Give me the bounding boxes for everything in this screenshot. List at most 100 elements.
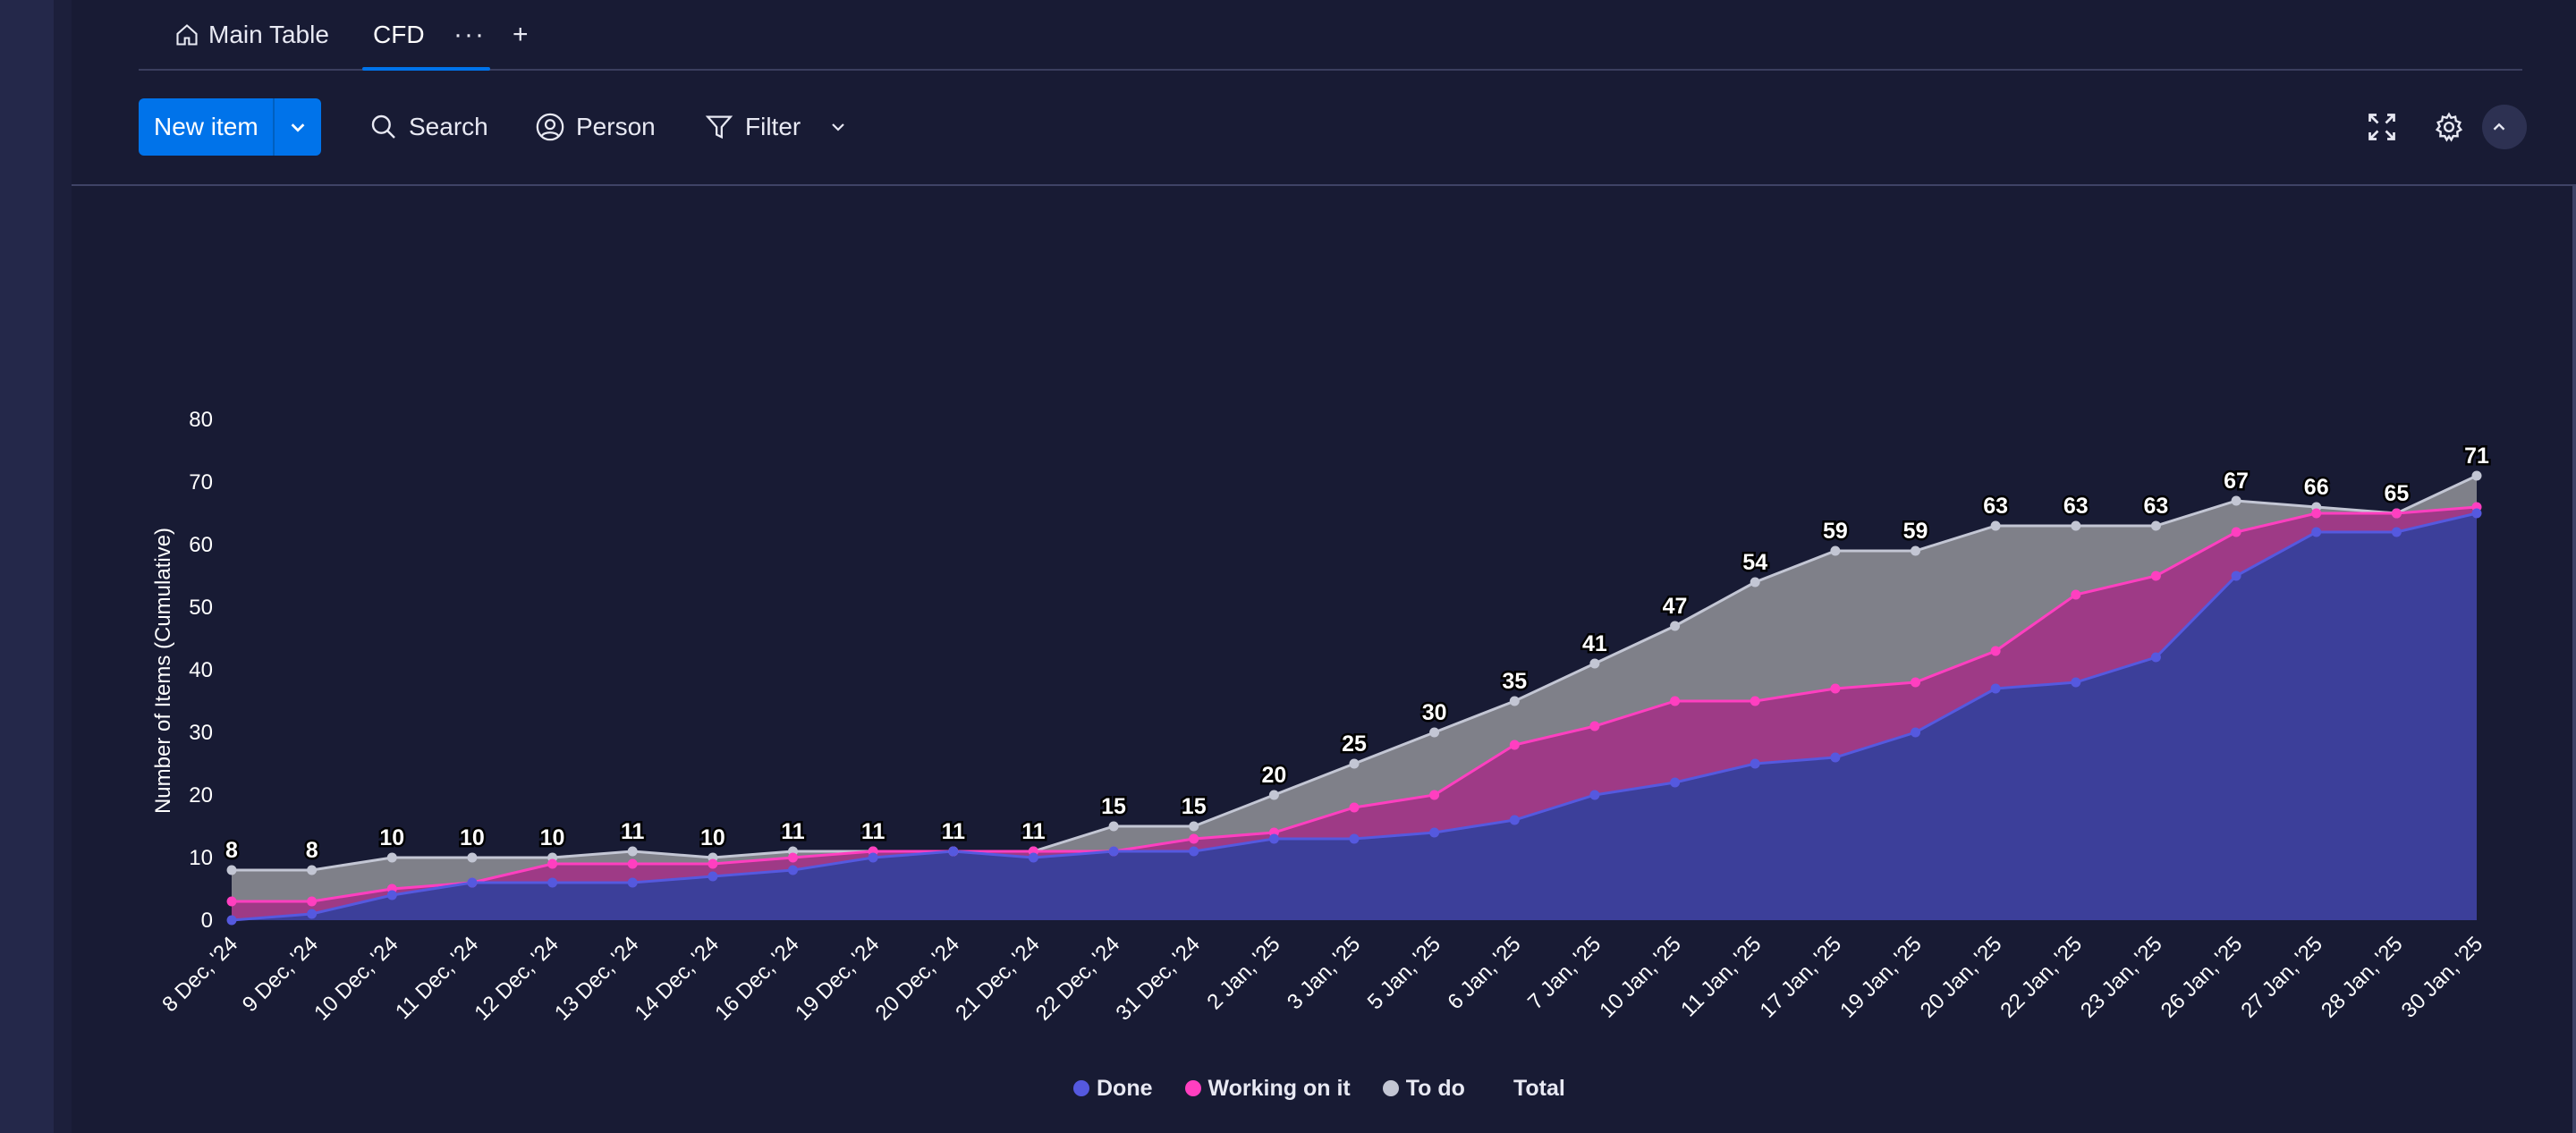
filter-dropdown-button[interactable] xyxy=(827,98,860,156)
y-axis-label: Number of Items (Cumulative) xyxy=(151,528,175,814)
point-working[interactable] xyxy=(1830,683,1841,694)
x-tick-label: 2 Jan, '25 xyxy=(1202,932,1284,1014)
point-todo[interactable] xyxy=(627,846,638,857)
filter-button[interactable]: Filter xyxy=(704,98,801,156)
point-working[interactable] xyxy=(788,852,798,863)
new-item-button[interactable]: New item xyxy=(154,113,258,140)
point-done[interactable] xyxy=(1268,833,1279,844)
legend-item-done[interactable]: Done xyxy=(1073,1076,1153,1102)
point-done[interactable] xyxy=(2231,571,2241,581)
point-working[interactable] xyxy=(2391,508,2402,519)
point-done[interactable] xyxy=(1589,790,1600,800)
point-done[interactable] xyxy=(1750,758,1760,769)
active-tab-indicator xyxy=(362,67,490,71)
point-todo[interactable] xyxy=(2150,520,2161,531)
point-done[interactable] xyxy=(2071,677,2081,688)
y-tick-label: 40 xyxy=(189,658,213,682)
point-working[interactable] xyxy=(307,896,318,907)
point-done[interactable] xyxy=(1028,852,1038,863)
point-done[interactable] xyxy=(2311,527,2322,537)
point-todo[interactable] xyxy=(2471,470,2482,481)
point-todo[interactable] xyxy=(1830,545,1841,556)
new-item-dropdown-button[interactable] xyxy=(272,98,321,156)
point-working[interactable] xyxy=(2231,527,2241,537)
point-done[interactable] xyxy=(1990,683,2001,694)
legend-item-todo[interactable]: To do xyxy=(1382,1076,1465,1102)
point-working[interactable] xyxy=(1429,790,1440,800)
point-done[interactable] xyxy=(386,890,397,900)
point-done[interactable] xyxy=(2471,508,2482,519)
point-todo[interactable] xyxy=(1189,821,1199,832)
point-done[interactable] xyxy=(467,877,478,888)
point-done[interactable] xyxy=(1509,815,1520,825)
point-done[interactable] xyxy=(1429,827,1440,838)
point-working[interactable] xyxy=(1509,740,1520,750)
expand-icon xyxy=(2368,114,2395,140)
search-button[interactable]: Search xyxy=(369,98,488,156)
search-label: Search xyxy=(409,113,488,140)
point-working[interactable] xyxy=(2071,589,2081,600)
point-todo[interactable] xyxy=(1509,696,1520,706)
point-todo[interactable] xyxy=(1670,621,1681,631)
point-todo[interactable] xyxy=(1750,577,1760,588)
point-todo[interactable] xyxy=(1268,790,1279,800)
tab-cfd[interactable]: CFD xyxy=(362,0,490,71)
point-done[interactable] xyxy=(226,915,237,926)
point-todo[interactable] xyxy=(226,865,237,875)
point-working[interactable] xyxy=(1990,646,2001,656)
point-done[interactable] xyxy=(1349,833,1360,844)
point-done[interactable] xyxy=(307,909,318,919)
collapse-header-button[interactable] xyxy=(2482,105,2527,149)
point-done[interactable] xyxy=(1830,752,1841,763)
point-done[interactable] xyxy=(2150,652,2161,663)
point-working[interactable] xyxy=(708,858,718,869)
point-todo[interactable] xyxy=(1429,727,1440,738)
settings-button[interactable] xyxy=(2433,98,2476,156)
tab-main-table[interactable]: Main Table xyxy=(174,0,329,69)
point-done[interactable] xyxy=(1911,727,1920,738)
point-working[interactable] xyxy=(226,896,237,907)
point-todo[interactable] xyxy=(1911,545,1920,556)
point-todo[interactable] xyxy=(307,865,318,875)
point-working[interactable] xyxy=(1189,833,1199,844)
total-data-label: 71 xyxy=(2464,444,2489,469)
person-icon xyxy=(536,113,564,141)
point-working[interactable] xyxy=(1750,696,1760,706)
point-working[interactable] xyxy=(1349,802,1360,813)
point-done[interactable] xyxy=(2391,527,2402,537)
point-done[interactable] xyxy=(788,865,798,875)
total-data-label: 63 xyxy=(2063,494,2089,519)
point-done[interactable] xyxy=(868,852,878,863)
point-done[interactable] xyxy=(547,877,558,888)
point-working[interactable] xyxy=(627,858,638,869)
point-done[interactable] xyxy=(1108,846,1119,857)
point-todo[interactable] xyxy=(2071,520,2081,531)
legend-item-working[interactable]: Working on it xyxy=(1184,1075,1351,1102)
point-done[interactable] xyxy=(948,846,959,857)
tab-more-icon[interactable]: ··· xyxy=(453,19,486,49)
point-done[interactable] xyxy=(708,871,718,882)
point-todo[interactable] xyxy=(386,852,397,863)
point-done[interactable] xyxy=(1670,777,1681,788)
point-todo[interactable] xyxy=(1349,758,1360,769)
add-view-button[interactable]: + xyxy=(513,19,529,49)
legend-label-working: Working on it xyxy=(1208,1075,1351,1101)
point-todo[interactable] xyxy=(467,852,478,863)
point-done[interactable] xyxy=(627,877,638,888)
fullscreen-button[interactable] xyxy=(2366,98,2409,156)
point-working[interactable] xyxy=(2150,571,2161,581)
point-todo[interactable] xyxy=(1589,658,1600,669)
point-todo[interactable] xyxy=(1990,520,2001,531)
point-todo[interactable] xyxy=(1108,821,1119,832)
legend-item-total[interactable]: Total xyxy=(1513,1076,1565,1102)
point-working[interactable] xyxy=(1589,721,1600,731)
point-working[interactable] xyxy=(2311,508,2322,519)
point-working[interactable] xyxy=(1911,677,1920,688)
point-done[interactable] xyxy=(1189,846,1199,857)
point-todo[interactable] xyxy=(2231,495,2241,506)
point-working[interactable] xyxy=(547,858,558,869)
chevron-down-icon xyxy=(291,123,305,132)
point-working[interactable] xyxy=(1670,696,1681,706)
person-filter-button[interactable]: Person xyxy=(535,98,656,156)
x-tick-label: 5 Jan, '25 xyxy=(1363,932,1445,1014)
